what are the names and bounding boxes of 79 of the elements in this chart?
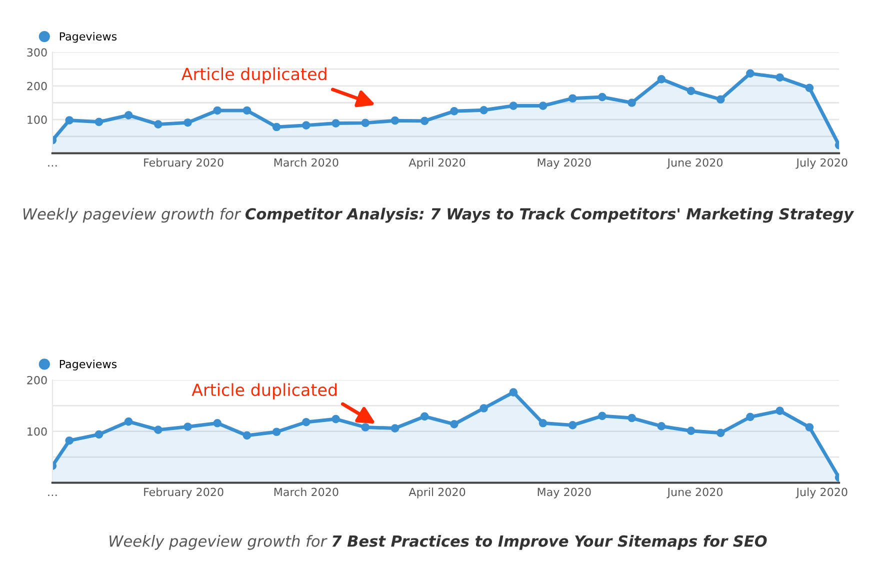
- point: [361, 423, 370, 432]
- point: [390, 116, 400, 125]
- point: [124, 417, 133, 426]
- y-tick-label: 200: [27, 376, 47, 384]
- y-tick-label: 100: [28, 427, 47, 436]
- point: [65, 116, 74, 124]
- point: [154, 426, 162, 434]
- point: [242, 106, 252, 115]
- point: [805, 423, 814, 432]
- point: [184, 118, 192, 127]
- point: [686, 86, 696, 96]
- legend-label: Pageviews: [60, 32, 117, 43]
- point: [420, 116, 429, 126]
- y-tick-label: 300: [27, 48, 47, 57]
- x-tick-label: February 2020: [144, 158, 224, 169]
- point: [302, 418, 310, 426]
- text: Weekly pageview growth for: [110, 535, 328, 550]
- point: [242, 431, 252, 440]
- x-tick-label: May 2020: [538, 488, 591, 498]
- x-tick-label: April 2020: [408, 158, 466, 169]
- point: [450, 107, 458, 116]
- point: [213, 418, 222, 428]
- point: [628, 414, 636, 422]
- point: [332, 119, 340, 128]
- x-tick-label: …: [48, 494, 57, 496]
- x-tick-label: March 2020: [274, 158, 338, 167]
- point: [598, 412, 606, 420]
- point: [686, 426, 696, 436]
- point: [776, 73, 784, 82]
- point: [716, 95, 725, 104]
- point: [332, 414, 340, 424]
- point: [657, 422, 666, 430]
- legend-label: Pageviews: [60, 360, 117, 370]
- point: [716, 428, 725, 438]
- y-tick-label: 100: [28, 116, 47, 124]
- point: [746, 412, 754, 422]
- point: [390, 424, 400, 432]
- point: [361, 118, 370, 128]
- point: [272, 122, 281, 132]
- point: [420, 412, 429, 421]
- point: [94, 118, 104, 126]
- point: [94, 430, 104, 439]
- annotation: Article duplicated: [181, 67, 326, 84]
- text: Weekly pageview growth for: [23, 208, 242, 223]
- point: [154, 120, 162, 128]
- point: [568, 421, 577, 430]
- x-tick-label: July 2020: [796, 158, 848, 169]
- point: [746, 69, 754, 78]
- point: [598, 92, 606, 102]
- y-tick-label: 200: [27, 82, 47, 90]
- x-tick-label: June 2020: [666, 488, 723, 498]
- x-tick-label: March 2020: [274, 488, 338, 496]
- point: [538, 102, 548, 110]
- point: [450, 420, 458, 428]
- point: [628, 98, 636, 107]
- x-tick-label: July 2020: [796, 488, 848, 498]
- x-tick-label: …: [48, 165, 57, 167]
- point: [184, 422, 192, 431]
- point: [568, 94, 577, 103]
- x-tick-label: April 2020: [408, 488, 466, 498]
- point: [480, 404, 488, 412]
- point: [272, 428, 281, 436]
- point: [302, 121, 310, 130]
- x-tick-label: June 2020: [666, 158, 723, 169]
- point: [124, 111, 133, 120]
- x-tick-label: May 2020: [538, 158, 591, 169]
- x-tick-label: February 2020: [144, 488, 224, 498]
- point: [213, 106, 222, 115]
- point: [805, 84, 814, 92]
- point: [509, 102, 518, 110]
- point: [65, 436, 74, 445]
- point: [657, 75, 666, 84]
- text: 7 Best Practices to Improve Your Sitemaps for SEO: [332, 535, 767, 550]
- point: [776, 406, 784, 415]
- point: [480, 106, 488, 114]
- point: [538, 418, 548, 428]
- point: [509, 388, 518, 396]
- annotation: Article duplicated: [192, 383, 337, 400]
- text: Competitor Analysis: 7 Ways to Track Competitors' Marketing Strategy: [245, 208, 854, 223]
